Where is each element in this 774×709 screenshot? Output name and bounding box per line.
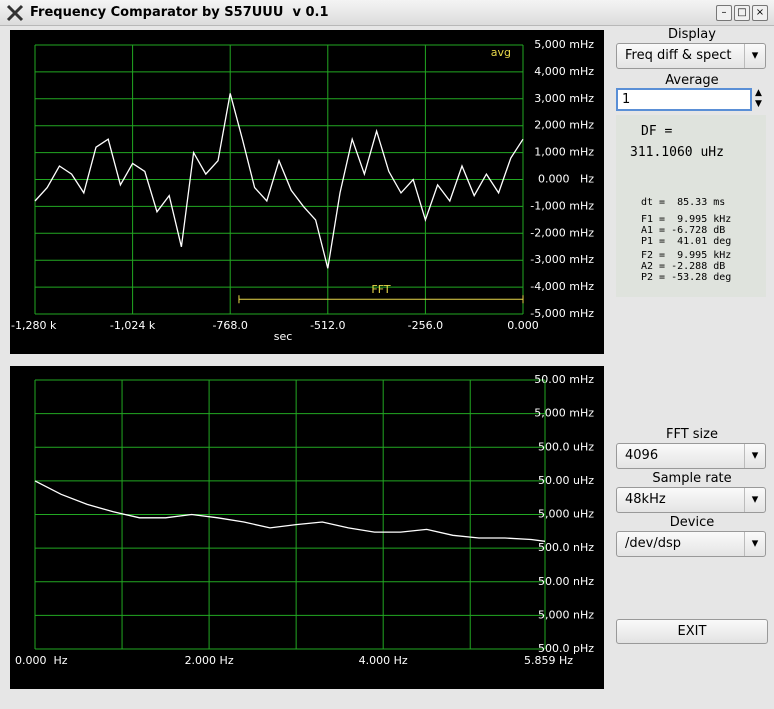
df-value: 311.1060 uHz xyxy=(630,145,724,160)
y-tick-label: 5,000 uHz xyxy=(538,508,594,521)
average-input[interactable]: 1 xyxy=(616,88,752,111)
y-tick-label: 3,000 mHz xyxy=(534,92,594,105)
device-label: Device xyxy=(669,515,715,530)
y-tick-label: 4,000 mHz xyxy=(534,65,594,78)
readout-line: F1 = 9.995 kHz xyxy=(641,214,732,225)
x-tick-label: -1,280 k xyxy=(11,319,57,332)
close-button[interactable]: × xyxy=(752,5,768,21)
sample-rate-select[interactable]: 48kHz xyxy=(616,487,766,513)
maximize-button[interactable]: □ xyxy=(734,5,750,21)
x-tick-label: -768.0 xyxy=(212,319,247,332)
y-tick-label: 50.00 mHz xyxy=(534,373,594,386)
window-title: Frequency Comparator by S57UUU v 0.1 xyxy=(30,5,329,20)
device-select[interactable]: /dev/dsp xyxy=(616,531,766,557)
y-tick-label: 0.000 Hz xyxy=(538,173,594,186)
display-select[interactable]: Freq diff & spect xyxy=(616,43,766,69)
y-tick-label: 5,000 mHz xyxy=(534,38,594,51)
x-axis-label: sec xyxy=(274,330,293,343)
y-tick-label: 50.00 uHz xyxy=(538,474,594,487)
average-label: Average xyxy=(665,73,719,88)
x-tick-label: -1,024 k xyxy=(110,319,156,332)
y-tick-label: 1,000 mHz xyxy=(534,146,594,159)
x-tick-label: 0.000 xyxy=(507,319,539,332)
readout-line: A1 = -6.728 dB xyxy=(641,225,726,236)
y-tick-label: 2,000 mHz xyxy=(534,119,594,132)
trace xyxy=(34,93,524,269)
y-tick-label: 500.0 nHz xyxy=(538,541,594,554)
display-label: Display xyxy=(668,27,716,42)
y-tick-label: -3,000 mHz xyxy=(530,253,594,266)
top-plot-panel xyxy=(10,30,604,354)
bottom-plot-panel xyxy=(10,366,604,689)
y-tick-label: 50.00 nHz xyxy=(538,575,594,588)
x-tick-label: 5.859 Hz xyxy=(524,654,573,667)
minimize-button[interactable]: – xyxy=(716,5,732,21)
readout-line: dt = 85.33 ms xyxy=(641,197,726,208)
fft-range xyxy=(238,295,524,304)
y-tick-label: 500.0 uHz xyxy=(538,440,594,453)
x-tick-label: -256.0 xyxy=(408,319,443,332)
y-tick-label: -1,000 mHz xyxy=(530,199,594,212)
exit-button[interactable]: EXIT xyxy=(616,619,768,644)
df-label: DF = xyxy=(641,124,673,139)
annotation: FFT xyxy=(371,283,390,296)
y-tick-label: -4,000 mHz xyxy=(530,280,594,293)
sample-rate-label: Sample rate xyxy=(652,471,732,486)
x-tick-label: 4.000 Hz xyxy=(359,654,408,667)
trace xyxy=(34,480,546,542)
y-tick-label: 500.0 pHz xyxy=(538,642,594,655)
fft-size-label: FFT size xyxy=(665,427,718,442)
y-tick-label: -2,000 mHz xyxy=(530,226,594,239)
app-icon xyxy=(6,4,24,22)
readout-panel: DF = 311.1060 uHz dt = 85.33 ms F1 = 9.995 … xyxy=(616,115,766,297)
y-tick-label: -5,000 mHz xyxy=(530,307,594,320)
readout-line: P1 = 41.01 deg xyxy=(641,236,732,247)
x-tick-label: 0.000 Hz xyxy=(15,654,68,667)
x-tick-label: 2.000 Hz xyxy=(185,654,234,667)
y-tick-label: 5,000 nHz xyxy=(538,608,594,621)
readout-line: P2 = -53.28 deg xyxy=(641,272,732,283)
corner-label: avg xyxy=(491,46,511,59)
x-tick-label: -512.0 xyxy=(310,319,345,332)
average-spinner[interactable]: ▲ ▼ xyxy=(755,88,762,109)
readout-line: F2 = 9.995 kHz xyxy=(641,250,732,261)
readout-line: A2 = -2.288 dB xyxy=(641,261,726,272)
title-bar: Frequency Comparator by S57UUU v 0.1 – □… xyxy=(0,0,774,26)
y-tick-label: 5,000 mHz xyxy=(534,407,594,420)
fft-size-select[interactable]: 4096 xyxy=(616,443,766,469)
